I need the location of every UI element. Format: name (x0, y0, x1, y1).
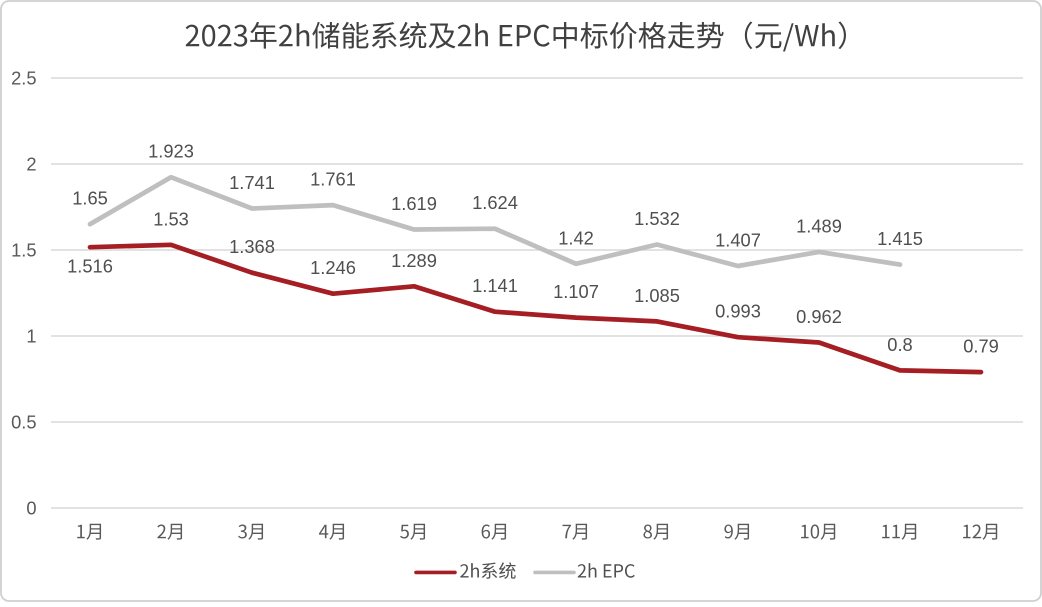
svg-text:2.5: 2.5 (11, 68, 36, 89)
svg-text:1.368: 1.368 (229, 236, 275, 257)
svg-text:1.516: 1.516 (67, 256, 113, 277)
svg-text:1.246: 1.246 (310, 257, 356, 278)
svg-text:1.415: 1.415 (877, 228, 923, 249)
svg-text:1.65: 1.65 (72, 188, 108, 209)
svg-text:1.741: 1.741 (229, 172, 275, 193)
svg-text:1.923: 1.923 (148, 141, 194, 162)
svg-text:1.5: 1.5 (11, 240, 36, 261)
svg-text:0.79: 0.79 (963, 336, 999, 357)
svg-text:1.624: 1.624 (472, 192, 518, 213)
svg-text:0.993: 0.993 (715, 301, 761, 322)
svg-text:0.8: 0.8 (887, 334, 912, 355)
svg-text:1.532: 1.532 (634, 208, 680, 229)
svg-text:0.5: 0.5 (11, 412, 36, 433)
svg-text:1.141: 1.141 (472, 275, 518, 296)
svg-text:1.289: 1.289 (391, 250, 437, 271)
svg-text:1.085: 1.085 (634, 285, 680, 306)
svg-text:1.761: 1.761 (310, 169, 356, 190)
svg-text:1.619: 1.619 (391, 193, 437, 214)
svg-text:2: 2 (26, 154, 36, 175)
svg-text:1.53: 1.53 (153, 208, 189, 229)
svg-text:1.407: 1.407 (715, 230, 761, 251)
svg-text:1: 1 (26, 326, 36, 347)
svg-text:1.489: 1.489 (796, 215, 842, 236)
svg-text:0.962: 0.962 (796, 306, 842, 327)
svg-text:1.42: 1.42 (558, 227, 594, 248)
svg-text:1.107: 1.107 (553, 281, 599, 302)
svg-text:0: 0 (26, 498, 36, 519)
